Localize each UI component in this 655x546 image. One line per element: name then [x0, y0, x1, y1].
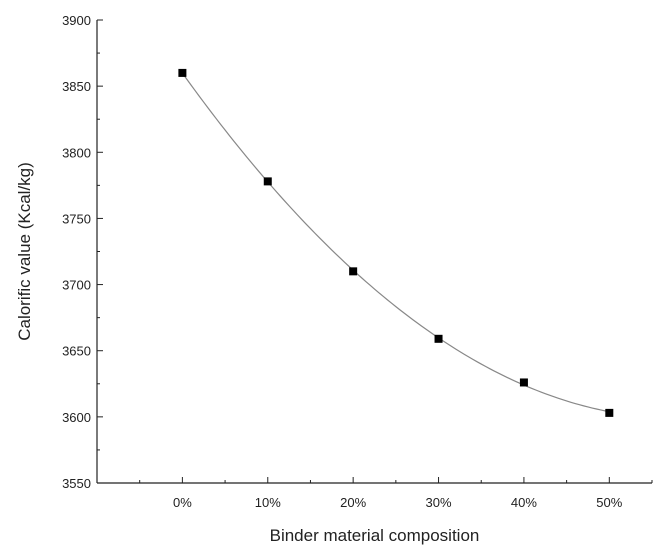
data-point	[178, 68, 187, 77]
x-tick-label: 20%	[340, 495, 366, 510]
y-tick-label: 3800	[62, 145, 91, 160]
data-point	[263, 177, 272, 186]
x-tick-label: 10%	[255, 495, 281, 510]
y-tick-label: 3750	[62, 211, 91, 226]
y-tick-label: 3850	[62, 79, 91, 94]
x-tick-label: 0%	[173, 495, 192, 510]
x-tick-label: 30%	[426, 495, 452, 510]
data-point	[434, 334, 443, 343]
x-axis: 0% 10% 20% 30% 40% 50%	[96, 477, 653, 510]
data-point	[519, 378, 528, 387]
plot-area	[96, 20, 652, 484]
data-points	[178, 68, 614, 417]
y-tick-label: 3600	[62, 410, 91, 425]
y-axis: 3550 3600 3650 3700 3750 3800 3850 3900	[62, 13, 103, 491]
x-tick-label: 50%	[596, 495, 622, 510]
fit-curve	[181, 72, 610, 413]
x-tick-label: 40%	[511, 495, 537, 510]
y-tick-label: 3550	[62, 476, 91, 491]
y-tick-label: 3650	[62, 344, 91, 359]
y-axis-title: Calorific value (Kcal/kg)	[15, 162, 34, 341]
x-axis-title: Binder material composition	[270, 526, 480, 545]
y-tick-label: 3900	[62, 13, 91, 28]
data-point	[605, 408, 614, 417]
data-point	[349, 267, 358, 276]
y-tick-label: 3700	[62, 278, 91, 293]
